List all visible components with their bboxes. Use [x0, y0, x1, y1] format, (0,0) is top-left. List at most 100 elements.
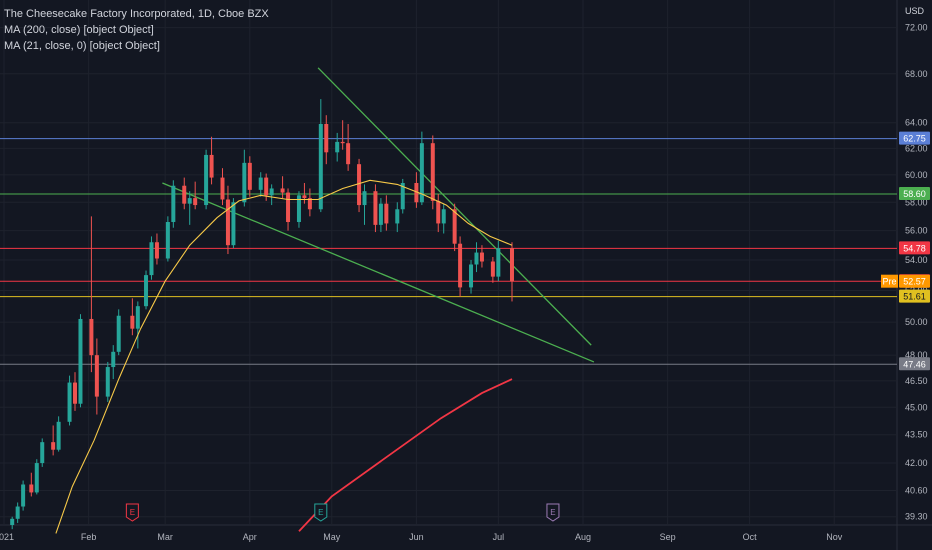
candle-body — [144, 275, 149, 307]
candle-body — [165, 222, 170, 259]
candle — [400, 178, 405, 214]
price-tag: 62.75 — [899, 131, 930, 145]
time-axis[interactable]: 2021 Feb Mar Apr May Jun Jul Aug Sep Oct Nov — [0, 532, 843, 542]
candlestick-series — [10, 99, 514, 530]
candle — [378, 198, 383, 233]
candle — [67, 375, 72, 426]
candle — [479, 245, 484, 268]
candle — [165, 216, 170, 262]
price-tag-bg — [899, 186, 930, 200]
candle — [258, 172, 263, 197]
price-tag-prefix-bg — [881, 274, 898, 288]
price-tag: Pre 52.57 — [881, 274, 930, 288]
candle — [324, 115, 329, 165]
candle — [209, 136, 214, 185]
candle-body — [458, 243, 463, 288]
price-tag: 47.46 — [899, 357, 930, 371]
candle — [130, 298, 135, 336]
candle-body — [296, 195, 301, 223]
candle — [15, 502, 20, 523]
y-tick-label: 45.00 — [905, 402, 928, 412]
candle — [225, 185, 230, 255]
price-tag-prefix: Pre — [882, 277, 896, 287]
candle — [10, 516, 15, 530]
candle-body — [280, 188, 285, 193]
candle — [414, 172, 419, 208]
horizontal-price-lines — [0, 138, 897, 365]
candle-body — [135, 306, 140, 329]
candle-body — [242, 162, 247, 203]
candle-body — [258, 177, 263, 190]
y-tick-label: 68.00 — [905, 69, 928, 79]
candle — [318, 99, 323, 213]
candle-body — [490, 261, 495, 277]
ma-line — [298, 378, 513, 532]
price-tag-label: 62.75 — [903, 134, 926, 144]
chart-legend: The Cheesecake Factory Incorporated, 1D,… — [4, 6, 269, 54]
y-tick-label: 39.30 — [905, 512, 928, 522]
x-tick-label: Sep — [660, 532, 676, 542]
x-tick-label: Aug — [575, 532, 591, 542]
price-tag-bg — [899, 274, 930, 288]
candle-body — [414, 183, 419, 203]
x-tick-label: Oct — [743, 532, 758, 542]
candle-body — [384, 203, 389, 224]
candle-body — [231, 202, 236, 246]
candle-body — [395, 209, 400, 224]
candle — [116, 309, 121, 356]
y-tick-label: 64.00 — [905, 118, 928, 128]
y-tick-label: 50.00 — [905, 317, 928, 327]
earnings-badge — [546, 503, 560, 522]
candle-body — [73, 382, 78, 404]
candle — [490, 257, 495, 283]
candle-body — [220, 177, 225, 200]
price-tag-bg — [899, 289, 930, 303]
price-tag-label: 54.78 — [903, 243, 926, 253]
legend-title[interactable]: The Cheesecake Factory Incorporated, 1D,… — [4, 8, 269, 20]
candle — [73, 372, 78, 411]
candle-body — [430, 143, 435, 201]
candle-body — [264, 177, 269, 196]
candle-body — [56, 421, 61, 450]
candle — [296, 191, 301, 228]
y-tick-label: 60.00 — [905, 170, 928, 180]
x-tick-label: Feb — [81, 532, 97, 542]
candle-body — [130, 315, 135, 329]
candle-body — [225, 199, 230, 246]
earnings-marker[interactable]: E — [546, 503, 560, 522]
candle-body — [378, 203, 383, 225]
candle-body — [21, 484, 26, 507]
candle — [135, 301, 140, 349]
price-axis[interactable]: 39.30 40.60 42.00 43.50 45.00 46.50 48.00 50.00… — [905, 23, 928, 522]
currency-label[interactable]: USD — [904, 6, 924, 16]
legend-ma200[interactable]: MA (200, close) [object Object] — [4, 24, 154, 36]
x-tick-label: Nov — [826, 532, 843, 542]
candle-body — [34, 463, 39, 493]
candle — [430, 135, 435, 210]
candle — [171, 180, 176, 228]
candle-body — [187, 198, 192, 204]
candle-body — [111, 351, 116, 368]
candle-body — [94, 355, 99, 397]
candle — [469, 260, 474, 294]
earnings-marker[interactable]: E — [314, 503, 328, 522]
candle-body — [116, 315, 121, 352]
candle-body — [40, 442, 45, 464]
candle — [220, 168, 225, 206]
candle — [21, 480, 26, 511]
candle — [362, 184, 367, 225]
candle — [40, 438, 45, 467]
legend-ma21[interactable]: MA (21, close, 0) [object Object] — [4, 40, 160, 52]
candle-body — [318, 124, 323, 210]
candle-body — [436, 200, 441, 224]
candle — [384, 195, 389, 231]
earnings-marker[interactable]: E — [125, 503, 139, 522]
candle — [105, 361, 110, 402]
y-tick-label: 46.50 — [905, 376, 928, 386]
candle — [56, 416, 61, 452]
candle-body — [324, 124, 329, 153]
candle-body — [400, 183, 405, 210]
y-tick-label: 62.00 — [905, 143, 928, 153]
